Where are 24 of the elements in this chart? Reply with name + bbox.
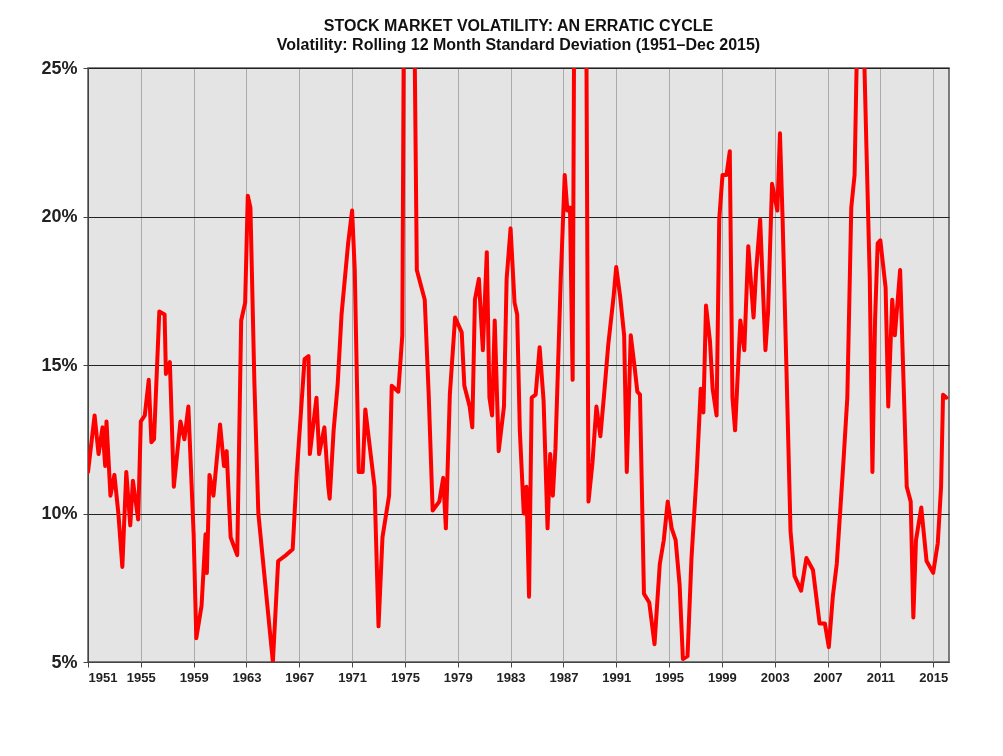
x-tick-label: 2011 xyxy=(866,669,895,685)
x-tick-label: 1959 xyxy=(179,669,209,685)
y-tick-label: 5% xyxy=(51,651,78,672)
x-tick-label: 1963 xyxy=(232,669,262,685)
chart-title: STOCK MARKET VOLATILITY: AN ERRATIC CYCLE xyxy=(323,17,714,34)
x-tick-label: 1951 xyxy=(88,669,118,685)
x-tick-label: 1955 xyxy=(126,669,156,685)
x-tick-label: 1999 xyxy=(707,669,737,685)
y-tick-label: 15% xyxy=(41,354,78,375)
y-tick-label: 20% xyxy=(41,206,78,226)
x-tick-label: 1975 xyxy=(390,669,420,685)
x-tick-label: 1987 xyxy=(549,669,579,685)
x-tick-label: 1991 xyxy=(602,669,632,685)
x-tick-label: 1967 xyxy=(285,669,315,685)
x-tick-label: 1995 xyxy=(655,669,684,685)
x-tick-label: 2003 xyxy=(760,669,790,685)
x-tick-label: 2015 xyxy=(919,669,949,685)
x-tick-label: 2007 xyxy=(813,669,843,685)
x-tick-label: 1983 xyxy=(496,669,526,685)
x-tick-label: 1979 xyxy=(443,669,473,685)
chart-subtitle: Volatility: Rolling 12 Month Standard Deviation (1951–Dec 2015) xyxy=(276,36,761,53)
y-tick-label: 25% xyxy=(41,57,78,78)
y-tick-label: 10% xyxy=(41,503,78,523)
x-tick-label: 1971 xyxy=(338,669,368,685)
